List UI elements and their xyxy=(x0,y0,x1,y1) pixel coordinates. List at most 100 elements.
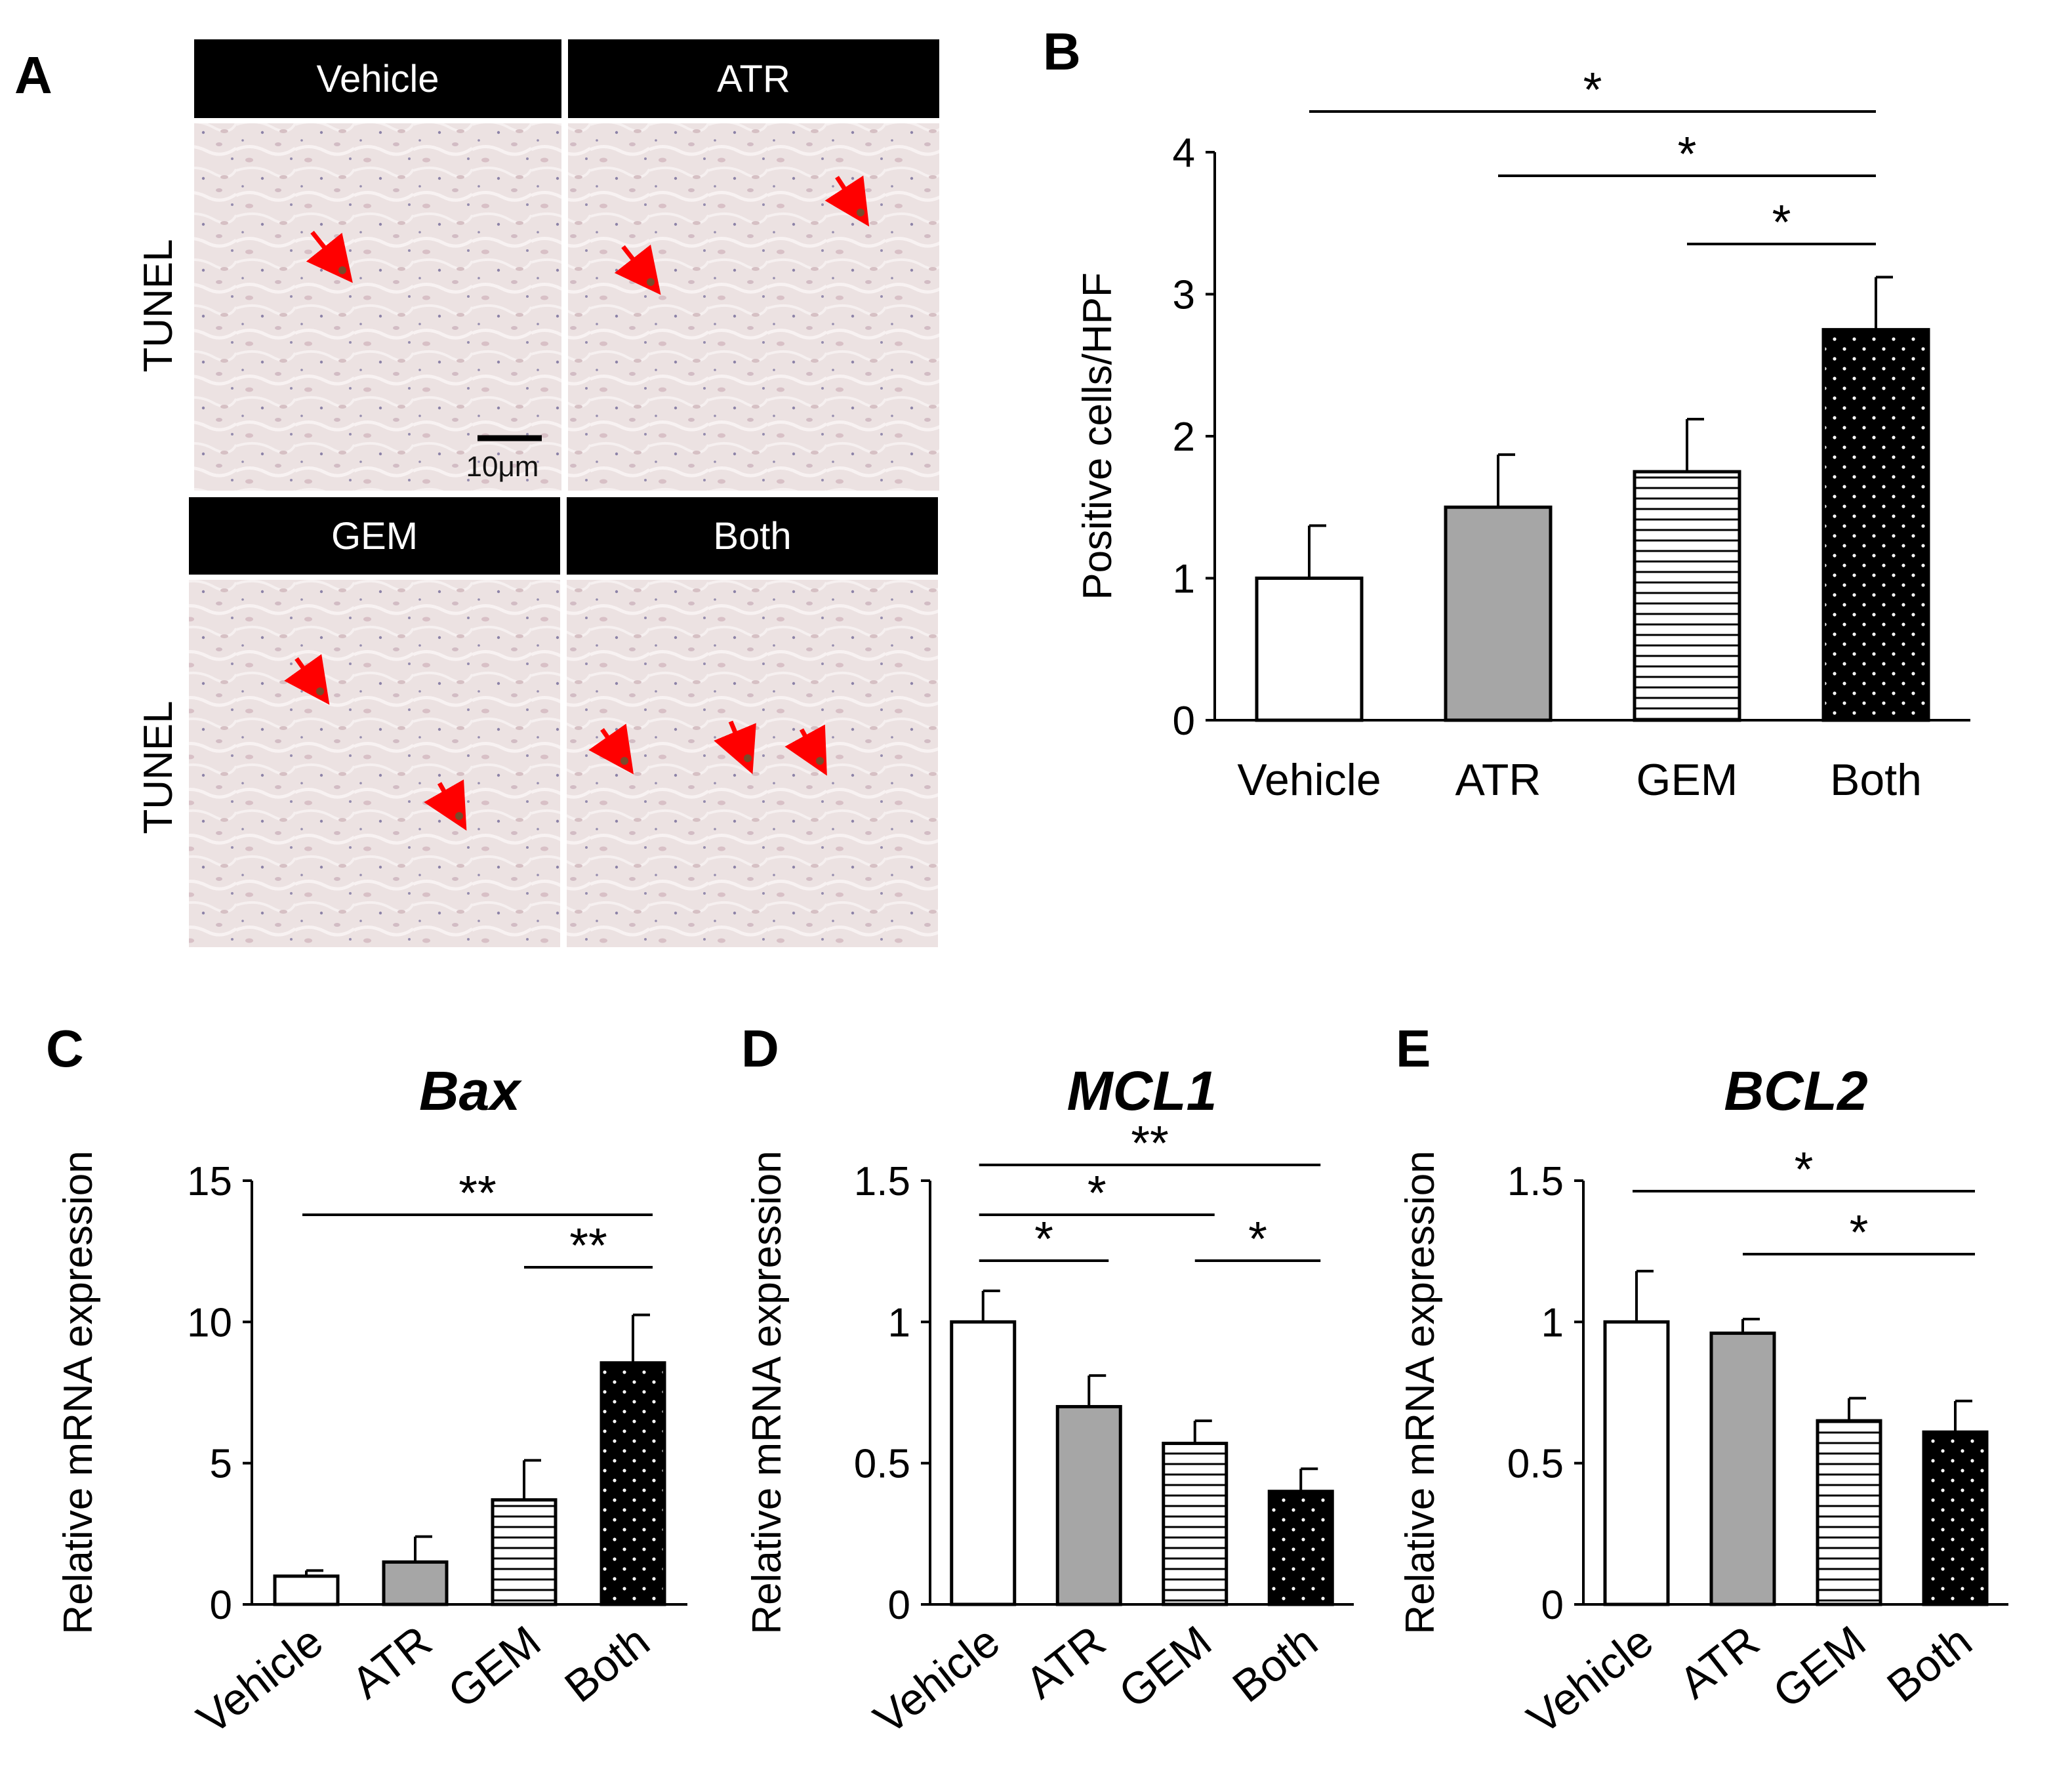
chart-d-bar-vehicle xyxy=(950,1320,1017,1606)
positive-cell-both-2 xyxy=(744,754,752,762)
chart-d-mcl1: MCL1 Relative mRNA expression 0 0.5 1 1.5 Vehi… xyxy=(744,1060,1354,1744)
header-bar-vehicle xyxy=(194,39,561,118)
chart-d-significance-label: * xyxy=(1248,1212,1267,1266)
chart-b-bar-vehicle xyxy=(1255,577,1364,722)
chart-d-y-axis-label: Relative mRNA expression xyxy=(744,1151,790,1634)
chart-d-y-tick-label: 0.5 xyxy=(854,1442,910,1487)
chart-d-x-tick-label: ATR xyxy=(1017,1616,1115,1709)
chart-e-bar-both xyxy=(1922,1430,1989,1606)
micrograph-grid: TUNEL TUNEL Vehicle ATR GEM Both 10μm xyxy=(136,39,939,947)
positive-cell-gem-2 xyxy=(455,812,463,820)
chart-e-bar-vehicle xyxy=(1603,1320,1670,1606)
chart-b-x-tick-label: Both xyxy=(1830,755,1922,805)
red-arrow-vehicle-1 xyxy=(306,230,353,283)
chart-e-significance-label: * xyxy=(1850,1205,1869,1259)
chart-d-bar-atr xyxy=(1055,1405,1122,1606)
chart-e-y-tick-label: 0 xyxy=(1541,1583,1564,1628)
chart-d-bar-gem xyxy=(1162,1442,1229,1606)
panel-letter-a: A xyxy=(14,46,52,104)
red-arrow-atr-2 xyxy=(614,244,661,295)
positive-cell-atr-2 xyxy=(647,278,655,286)
chart-c-x-tick-label: GEM xyxy=(439,1616,550,1718)
chart-e-x-tick-label: Both xyxy=(1878,1616,1981,1712)
chart-c-bar-gem xyxy=(491,1498,558,1606)
chart-d-y-tick-label: 1.5 xyxy=(854,1159,910,1204)
header-label-vehicle: Vehicle xyxy=(316,58,439,100)
positive-cell-gem-1 xyxy=(316,687,324,695)
header-label-atr: ATR xyxy=(717,58,790,100)
red-arrow-both-1 xyxy=(588,723,634,775)
chart-b-y-tick-label: 2 xyxy=(1173,415,1195,460)
panel-letter-c: C xyxy=(46,1019,84,1078)
micrograph-vehicle xyxy=(194,123,561,491)
chart-d-significance-label: * xyxy=(1087,1166,1107,1220)
chart-c-y-tick-label: 10 xyxy=(187,1300,232,1345)
chart-d-title: MCL1 xyxy=(1067,1060,1217,1122)
chart-e-bar-gem xyxy=(1816,1419,1882,1606)
chart-e-x-tick-label: GEM xyxy=(1764,1616,1875,1718)
chart-b-x-tick-label: ATR xyxy=(1455,755,1541,805)
chart-e-y-axis-label: Relative mRNA expression xyxy=(1398,1151,1443,1634)
chart-b-y-axis-label: Positive cells/HPF xyxy=(1075,272,1120,600)
chart-b-y-tick-label: 4 xyxy=(1173,131,1195,176)
chart-b-bar-atr xyxy=(1444,505,1553,722)
chart-e-y-tick-label: 1.5 xyxy=(1507,1159,1564,1204)
chart-d-bar-both xyxy=(1267,1490,1334,1606)
chart-b-bar-gem xyxy=(1633,470,1741,722)
chart-c-bar-atr xyxy=(382,1560,449,1606)
chart-e-bcl2: BCL2 Relative mRNA expression 0 0.5 1 1.5 Vehi… xyxy=(1398,1060,2008,1744)
red-arrow-both-2 xyxy=(714,720,756,775)
chart-b-significance-label: * xyxy=(1772,195,1791,249)
chart-b-significance-label: * xyxy=(1583,62,1602,117)
chart-c-title: Bax xyxy=(419,1060,522,1122)
header-bar-atr xyxy=(568,39,939,118)
chart-d-x-tick-label: Both xyxy=(1223,1616,1326,1712)
red-arrow-gem-1 xyxy=(284,654,330,705)
chart-b-bar-both xyxy=(1821,328,1930,722)
chart-b-y-tick-label: 1 xyxy=(1173,557,1195,602)
chart-e-significance-label: * xyxy=(1795,1142,1814,1196)
chart-c-y-tick-label: 5 xyxy=(210,1442,232,1487)
positive-cell-both-1 xyxy=(620,757,628,765)
chart-c-y-tick-label: 15 xyxy=(187,1159,232,1204)
chart-c-bax: Bax Relative mRNA expression 0 5 10 15 Vehicle… xyxy=(56,1060,687,1744)
chart-c-bar-both xyxy=(600,1361,666,1606)
chart-c-x-tick-label: Both xyxy=(556,1616,659,1712)
chart-b-y-tick-label: 3 xyxy=(1173,273,1195,318)
header-bar-both xyxy=(567,497,938,575)
red-arrow-both-3 xyxy=(784,724,827,776)
chart-c-y-axis-label: Relative mRNA expression xyxy=(56,1151,101,1634)
panel-letter-b: B xyxy=(1043,22,1081,81)
chart-d-x-tick-label: Vehicle xyxy=(864,1616,1009,1744)
chart-c-x-tick-label: ATR xyxy=(342,1616,441,1709)
chart-c-y-tick-label: 0 xyxy=(210,1583,232,1628)
red-arrow-gem-2 xyxy=(424,779,467,831)
header-bar-gem xyxy=(189,497,560,575)
header-label-both: Both xyxy=(713,515,791,558)
chart-b-x-tick-label: Vehicle xyxy=(1237,755,1381,805)
chart-b-x-tick-label: GEM xyxy=(1636,755,1738,805)
chart-d-significance-label: * xyxy=(1034,1212,1053,1266)
positive-cell-vehicle-1 xyxy=(338,266,346,274)
chart-e-x-tick-label: Vehicle xyxy=(1518,1616,1663,1744)
chart-e-bar-atr xyxy=(1709,1332,1776,1606)
row-label-top: TUNEL xyxy=(136,239,181,372)
red-arrow-atr-1 xyxy=(824,175,870,227)
micrograph-gem xyxy=(189,580,560,947)
chart-e-x-tick-label: ATR xyxy=(1670,1616,1768,1709)
chart-c-significance-label: ** xyxy=(569,1218,607,1273)
chart-c-x-tick-label: Vehicle xyxy=(188,1616,333,1744)
chart-d-x-tick-label: GEM xyxy=(1110,1616,1221,1718)
chart-c-bar-vehicle xyxy=(273,1574,340,1606)
scale-bar-label: 10μm xyxy=(466,451,539,483)
chart-b-y-tick-label: 0 xyxy=(1173,699,1195,744)
panel-letter-e: E xyxy=(1396,1019,1431,1078)
chart-e-title: BCL2 xyxy=(1724,1060,1867,1122)
positive-cell-atr-1 xyxy=(857,209,864,216)
chart-d-significance-label: ** xyxy=(1131,1116,1169,1170)
positive-cell-both-3 xyxy=(816,757,824,765)
chart-b-positive-cells: Positive cells/HPF 0 1 2 3 4 Vehicle ATR GEM Both… xyxy=(1075,62,1970,805)
chart-d-y-tick-label: 1 xyxy=(888,1300,910,1345)
micrograph-atr xyxy=(568,123,939,491)
